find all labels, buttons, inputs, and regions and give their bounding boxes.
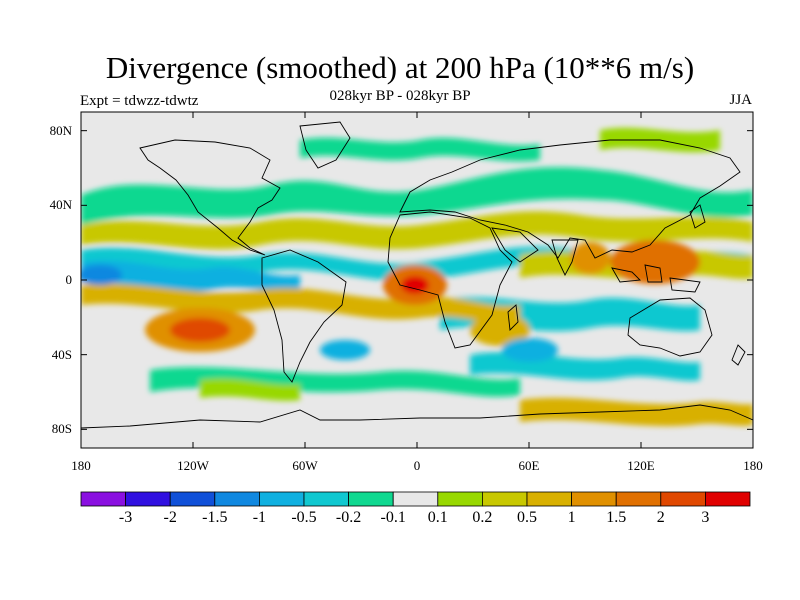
colorbar-swatch (392, 491, 439, 507)
coastline-australia (627, 297, 713, 357)
field-maximum (570, 242, 610, 274)
colorbar-label: 0.5 (517, 509, 537, 526)
field-band (150, 367, 520, 397)
coastlines (81, 121, 753, 429)
coastline-greenland (299, 121, 351, 169)
colorbar-swatch (660, 491, 706, 507)
colorbar-swatch (303, 491, 349, 507)
colorbar-label: 3 (701, 509, 710, 526)
season-label: JJA (729, 92, 752, 108)
coastline-madagascar (507, 304, 519, 331)
colorbar-label: -2 (163, 509, 177, 526)
field-band (81, 260, 300, 293)
field-band (520, 397, 753, 427)
colorbar-swatch (615, 491, 662, 507)
coastline-india (551, 239, 579, 276)
coastline-arabia (491, 227, 539, 263)
y-tick-label: 0 (65, 272, 73, 287)
x-tick-label: 60E (518, 458, 540, 473)
colorbar-label: -1.5 (202, 509, 228, 526)
colorbar-swatch (571, 491, 617, 507)
x-tick-label: 180 (71, 458, 91, 473)
colorbar-swatch (526, 491, 572, 507)
field-minimum (502, 338, 558, 362)
period-subtitle: 028kyr BP - 028kyr BP (329, 88, 471, 104)
colorbar-label: -0.5 (291, 509, 317, 526)
x-tick-label: 0 (413, 458, 421, 473)
coastline-indonesia (611, 264, 701, 293)
colorbar-swatch (348, 491, 394, 507)
y-tick-label: 80N (49, 122, 72, 138)
x-tick-label: 60W (292, 458, 318, 473)
field-band (300, 137, 540, 162)
colorbar-swatch (80, 491, 126, 507)
coastline-south-america (261, 249, 347, 383)
field-maximum (401, 276, 429, 294)
axis-ticks (80, 112, 754, 448)
colorbar (80, 491, 751, 507)
x-tick-label: 120E (627, 458, 655, 473)
colorbar-label: -0.1 (380, 509, 406, 526)
colorbar-label: 0.2 (472, 509, 493, 526)
field-maximum (610, 240, 700, 284)
colorbar-swatch (437, 491, 483, 507)
colorbar-label: 1 (567, 509, 576, 526)
colorbar-swatch (481, 491, 528, 507)
colorbar-label: 0.1 (427, 509, 448, 526)
field-band (200, 378, 300, 401)
colorbar-swatch (169, 491, 216, 507)
field-band (81, 283, 520, 324)
y-tick-label: 40N (49, 197, 72, 213)
coastline-new-zealand (731, 344, 746, 366)
field-minimum (81, 265, 122, 285)
coastline-japan (689, 204, 706, 229)
field-maximum (170, 318, 230, 342)
colorbar-label: -0.2 (335, 509, 362, 526)
colorbar-swatch (705, 491, 751, 507)
field-maximum (470, 314, 530, 346)
colorbar-label: 2 (656, 509, 665, 526)
field-band (81, 167, 753, 225)
colorbar-label: 1.5 (606, 509, 627, 526)
contour-fields (81, 112, 753, 448)
coastline-africa (387, 211, 513, 349)
y-tick-label: 40S (51, 346, 72, 362)
colorbar-swatch (125, 491, 171, 507)
field-band (81, 211, 753, 250)
colorbar-label: -3 (118, 509, 133, 526)
colorbar-swatch (214, 491, 260, 507)
colorbar-swatch (258, 491, 305, 507)
x-tick-label: 180 (743, 458, 763, 473)
coastline-antarctica (81, 404, 753, 429)
x-tick-label: 120W (177, 458, 209, 473)
colorbar-label: -1 (252, 509, 267, 526)
coastline-north-america (139, 139, 281, 256)
page-title: Divergence (smoothed) at 200 hPa (10**6 … (105, 50, 695, 85)
experiment-label: Expt = tdwzz-tdwtz (80, 93, 199, 109)
coastline-eurasia (399, 139, 741, 259)
y-tick-label: 80S (51, 421, 72, 437)
field-minimum (320, 340, 370, 360)
